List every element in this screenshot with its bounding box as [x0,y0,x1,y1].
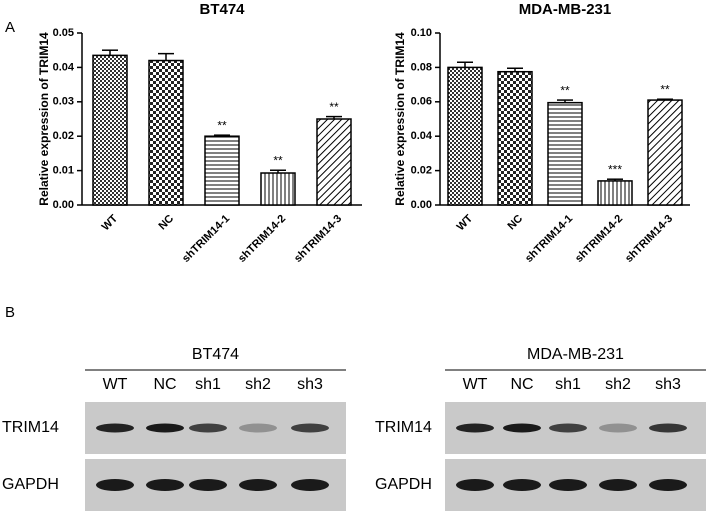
x-tick-label: shTRIM14-1 [180,213,232,265]
blot-band [96,479,134,491]
row-label: GAPDH [2,476,59,493]
y-tick-label: 0.00 [411,199,432,211]
y-tick-label: 0.01 [53,165,74,177]
significance: ** [273,153,283,167]
y-tick-label: 0.04 [53,61,75,73]
bar [260,172,296,206]
blot-band [239,479,277,491]
bar [597,180,633,206]
significance: *** [608,162,622,176]
row-label: GAPDH [375,476,432,493]
x-tick-label: NC [156,213,176,233]
blot-band [503,423,541,433]
bar [547,101,583,206]
bar [148,59,184,206]
blot-band [291,479,329,491]
lane-label: sh2 [605,376,631,393]
x-tick-label: shTRIM14-2 [573,213,625,265]
blot-band [291,423,329,433]
blot-band [456,423,494,433]
blot-title: BT474 [192,346,239,363]
x-tick-label: WT [100,212,121,233]
lane-label: sh1 [555,376,581,393]
y-tick-label: 0.00 [53,199,74,211]
bar [92,54,128,206]
blot-band [649,423,687,433]
bar [497,70,533,206]
lane-label: sh1 [195,376,221,393]
y-tick-label: 0.02 [411,165,432,177]
bar [647,99,683,206]
blot-band [456,479,494,491]
blot-band [649,479,687,491]
bar [316,118,352,206]
significance: ** [560,83,570,97]
lane-label: sh3 [297,376,323,393]
y-axis-label: Relative expression of TRIM14 [393,32,407,206]
y-tick-label: 0.06 [411,96,432,108]
blot-band [549,423,587,433]
bar [447,66,483,206]
significance: ** [660,82,670,96]
lane-label: WT [463,376,488,393]
significance: ** [217,118,227,132]
significance: ** [329,100,339,114]
x-tick-label: WT [455,212,476,233]
y-tick-label: 0.03 [53,96,74,108]
blot-band [96,423,134,433]
panel-label: A [5,19,15,36]
lane-label: sh2 [245,376,271,393]
x-tick-label: shTRIM14-3 [623,213,675,265]
x-tick-label: NC [505,213,525,233]
x-tick-label: shTRIM14-1 [523,213,575,265]
y-tick-label: 0.05 [53,27,74,39]
lane-label: NC [153,376,176,393]
blot-band [549,479,587,491]
blot-band [503,479,541,491]
panel-label: B [5,304,15,321]
row-label: TRIM14 [2,419,59,436]
blot-title: MDA-MB-231 [527,346,624,363]
chart-title: BT474 [199,1,245,18]
y-tick-label: 0.10 [411,27,432,39]
y-tick-label: 0.08 [411,61,432,73]
blot-band [146,479,184,491]
bar [204,135,240,206]
x-tick-label: shTRIM14-3 [292,213,344,265]
blot-band [599,479,637,491]
lane-label: WT [103,376,128,393]
blot-band [239,423,277,433]
y-axis-label: Relative expression of TRIM14 [37,32,51,206]
row-label: TRIM14 [375,419,432,436]
y-tick-label: 0.04 [411,130,433,142]
lane-label: sh3 [655,376,681,393]
blot-band [189,479,227,491]
blot-band [599,423,637,433]
blot-band [189,423,227,433]
x-tick-label: shTRIM14-2 [236,213,288,265]
y-tick-label: 0.02 [53,130,74,142]
chart-title: MDA-MB-231 [519,1,612,18]
lane-label: NC [510,376,533,393]
blot-band [146,423,184,433]
